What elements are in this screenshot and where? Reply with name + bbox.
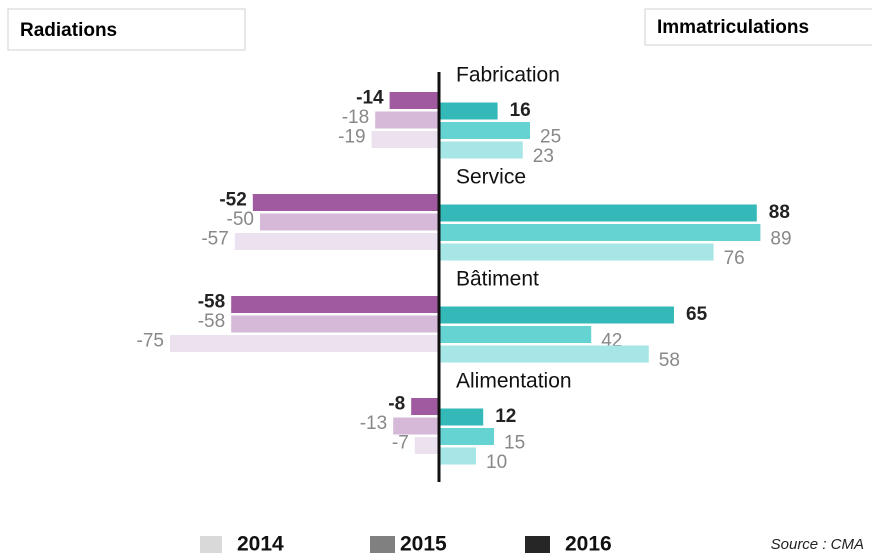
right-title-box (644, 8, 872, 46)
legend-label: 2015 (400, 533, 447, 553)
bar (440, 345, 649, 363)
value-label: -57 (201, 229, 228, 250)
value-label: -52 (219, 190, 246, 211)
bar (260, 213, 440, 231)
value-label: -8 (388, 394, 405, 415)
value-label: -58 (198, 311, 225, 332)
bar (440, 306, 674, 324)
bar (389, 92, 440, 109)
right-title: Immatriculations (657, 17, 809, 38)
value-label: 15 (504, 433, 525, 454)
bar (375, 111, 440, 129)
bar (371, 131, 440, 148)
bar (252, 194, 440, 211)
bar (234, 233, 440, 250)
bar (440, 204, 757, 222)
value-label: -18 (342, 107, 369, 128)
category-label: Service (456, 166, 526, 189)
value-label: -13 (360, 413, 387, 434)
legend-swatch (370, 536, 395, 553)
value-label: 10 (486, 452, 507, 473)
bar (440, 224, 761, 241)
left-title: Radiations (20, 20, 117, 41)
value-label: 76 (724, 248, 745, 269)
bar (440, 102, 498, 120)
value-label: 58 (659, 350, 680, 371)
source: Source : CMA (771, 536, 864, 553)
value-label: -7 (392, 433, 409, 454)
value-label: -50 (227, 209, 254, 230)
value-label: 65 (686, 304, 708, 325)
bar (440, 326, 592, 343)
value-label: -19 (338, 127, 365, 148)
category-label: Alimentation (456, 370, 572, 393)
value-label: -58 (198, 292, 225, 313)
value-label: 12 (495, 406, 516, 427)
value-label: 88 (769, 202, 790, 223)
bar (440, 447, 476, 465)
value-label: 25 (540, 127, 561, 148)
category-label: Fabrication (456, 64, 560, 87)
bar (440, 122, 530, 139)
category-label: Bâtiment (456, 268, 539, 291)
legend-label: 2014 (237, 533, 284, 553)
bar (231, 315, 440, 333)
bar (440, 428, 494, 445)
value-label: 16 (510, 100, 531, 121)
legend-swatch (200, 536, 222, 553)
bar (440, 243, 714, 261)
legend-label: 2016 (565, 533, 612, 553)
value-label: 23 (533, 146, 554, 167)
bar (170, 335, 440, 352)
value-label: 89 (770, 229, 791, 250)
value-label: -14 (356, 88, 384, 109)
bar (414, 437, 440, 454)
left-title-box (7, 8, 246, 51)
bar (440, 408, 484, 426)
legend-swatch (525, 536, 550, 553)
bar (440, 141, 523, 159)
bar (393, 417, 440, 435)
bar (231, 296, 440, 313)
value-label: -75 (137, 331, 164, 352)
bar (411, 398, 440, 415)
